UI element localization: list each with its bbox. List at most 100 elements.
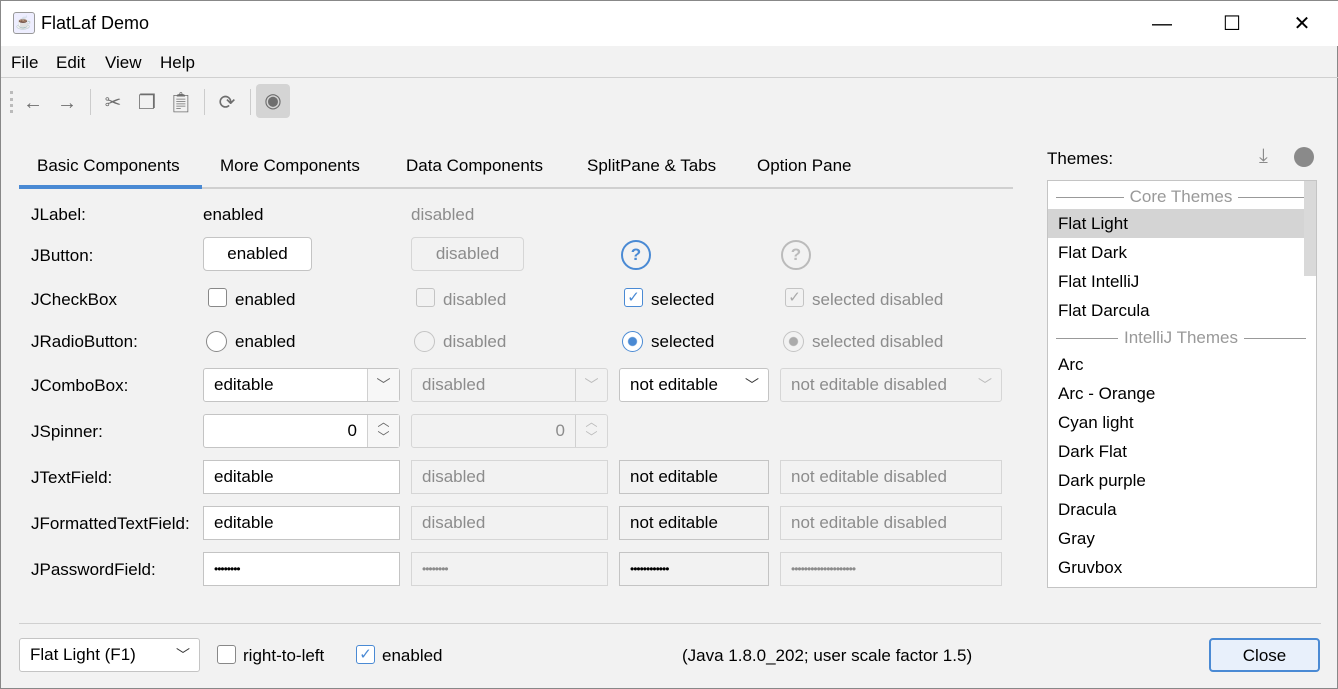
enabled-button[interactable]: enabled [203,237,312,271]
minimize-button[interactable]: — [1152,13,1172,35]
textfield-disabled[interactable]: disabled [411,460,608,494]
formatted-editable[interactable]: editable [203,506,400,540]
laf-combo[interactable]: Flat Light (F1) ﹀ [19,638,200,672]
themes-list[interactable]: Core Themes Flat Light Flat Dark Flat In… [1047,180,1317,588]
java-info: (Java 1.8.0_202; user scale factor 1.5) [682,646,973,665]
checkbox-selected-disabled[interactable]: ✓ [785,288,804,307]
combo-disabled[interactable]: disabled ﹀ [411,368,608,402]
formatted-disabled[interactable]: disabled [411,506,608,540]
tab-basic-components[interactable]: Basic Components [37,156,180,175]
tab-option-pane[interactable]: Option Pane [757,156,852,175]
menu-view[interactable]: View [105,53,142,72]
list-item[interactable]: Cyan light [1058,413,1134,432]
list-header-intellij: IntelliJ Themes [1056,328,1306,348]
radio-selected-label: selected [651,332,715,351]
textfield-editable[interactable]: editable [203,460,400,494]
combo-value: disabled [422,375,486,394]
title-bar [1,1,1338,46]
radio-selected-disabled-label: selected disabled [812,332,944,351]
forward-icon[interactable]: → [57,92,77,114]
combo-editable[interactable]: editable ﹀ [203,368,400,402]
list-item[interactable]: Gruvbox [1058,558,1123,577]
combo-value: not editable [630,375,718,394]
radio-enabled[interactable] [206,331,227,352]
jcheckbox-label: JCheckBox [31,290,117,309]
checkbox-enabled[interactable] [208,288,227,307]
paste-icon[interactable]: 📋︎ [168,92,194,114]
combo-not-editable[interactable]: not editable ﹀ [619,368,769,402]
list-item[interactable]: Flat Darcula [1058,301,1150,320]
list-item[interactable]: Dark Flat [1058,442,1127,461]
tab-more-components[interactable]: More Components [220,156,360,175]
list-item[interactable]: Arc - Orange [1058,384,1156,403]
enabled-checkbox[interactable]: ✓ [356,645,375,664]
cut-icon[interactable]: ✂ [104,92,122,114]
jspinner-label: JSpinner: [31,422,103,441]
list-item[interactable]: Arc [1058,355,1084,374]
spinner-enabled[interactable]: 0 ︿ ﹀ [203,414,400,448]
checkbox-disabled[interactable] [416,288,435,307]
menu-help[interactable]: Help [160,53,195,72]
password-disabled[interactable]: •••••••• [411,552,608,586]
tab-splitpane-tabs[interactable]: SplitPane & Tabs [587,156,717,175]
password-not-editable[interactable]: •••••••••••• [619,552,769,586]
window-title: FlatLaf Demo [41,13,150,33]
toolbar-grip[interactable] [10,91,13,113]
jtextfield-label: JTextField: [31,468,113,487]
toolbar-separator [90,89,91,115]
radio-disabled[interactable] [414,331,435,352]
themes-label: Themes: [1047,149,1114,168]
rtl-checkbox[interactable] [217,645,236,664]
spinner-disabled[interactable]: 0 ︿ ﹀ [411,414,608,448]
chevron-down-icon: ﹀ [575,369,607,401]
checkbox-selected[interactable]: ✓ [624,288,643,307]
help-button[interactable]: ? [621,240,651,270]
enabled-label: enabled [382,646,443,665]
list-item[interactable]: Gray [1058,529,1095,548]
copy-icon[interactable]: ❐ [138,92,156,114]
radio-disabled-label: disabled [443,332,507,351]
eye-icon[interactable]: ◉ [256,84,290,118]
checkbox-selected-label: selected [651,290,715,309]
list-item[interactable]: Flat Light [1058,214,1128,233]
disabled-button[interactable]: disabled [411,237,524,271]
spinner-value: 0 [347,421,357,440]
spinner-arrows-icon[interactable]: ︿ ﹀ [367,415,399,447]
menu-bar [1,46,1338,78]
maximize-button[interactable]: ☐ [1223,13,1241,35]
radio-selected-disabled[interactable] [783,331,804,352]
chevron-down-icon[interactable]: ﹀ [367,369,399,401]
refresh-icon[interactable]: ⟳ [218,92,236,114]
formatted-not-editable[interactable]: not editable [619,506,769,540]
footer-divider [19,623,1321,624]
close-window-button[interactable]: ✕ [1293,13,1311,35]
chevron-down-icon: ﹀ [745,377,759,393]
radio-selected[interactable] [622,331,643,352]
list-item[interactable]: Flat Dark [1058,243,1127,262]
list-scrollbar-thumb[interactable] [1304,181,1316,276]
list-header-core: Core Themes [1056,187,1306,207]
combo-not-editable-disabled[interactable]: not editable disabled ﹀ [780,368,1002,402]
list-item[interactable]: Dark purple [1058,471,1146,490]
back-icon[interactable]: ← [23,92,43,114]
password-not-editable-disabled[interactable]: •••••••••••••••••••• [780,552,1002,586]
laf-value: Flat Light (F1) [30,645,136,664]
textfield-not-editable[interactable]: not editable [619,460,769,494]
formatted-not-editable-disabled[interactable]: not editable disabled [780,506,1002,540]
toolbar-separator [250,89,251,115]
list-item[interactable]: Flat IntelliJ [1058,272,1140,291]
tab-data-components[interactable]: Data Components [406,156,544,175]
list-item[interactable]: Dracula [1058,500,1117,519]
help-button-disabled[interactable]: ? [781,240,811,270]
spinner-value: 0 [555,421,565,440]
menu-file[interactable]: File [11,53,39,72]
jcombobox-label: JComboBox: [31,376,129,395]
selected-tab-indicator [19,185,202,189]
close-button[interactable]: Close [1209,638,1320,672]
checkbox-enabled-label: enabled [235,290,296,309]
menu-edit[interactable]: Edit [56,53,86,72]
github-icon[interactable] [1294,147,1314,167]
password-editable[interactable]: •••••••• [203,552,400,586]
textfield-not-editable-disabled[interactable]: not editable disabled [780,460,1002,494]
download-icon[interactable]: ⤓ [1259,145,1268,167]
